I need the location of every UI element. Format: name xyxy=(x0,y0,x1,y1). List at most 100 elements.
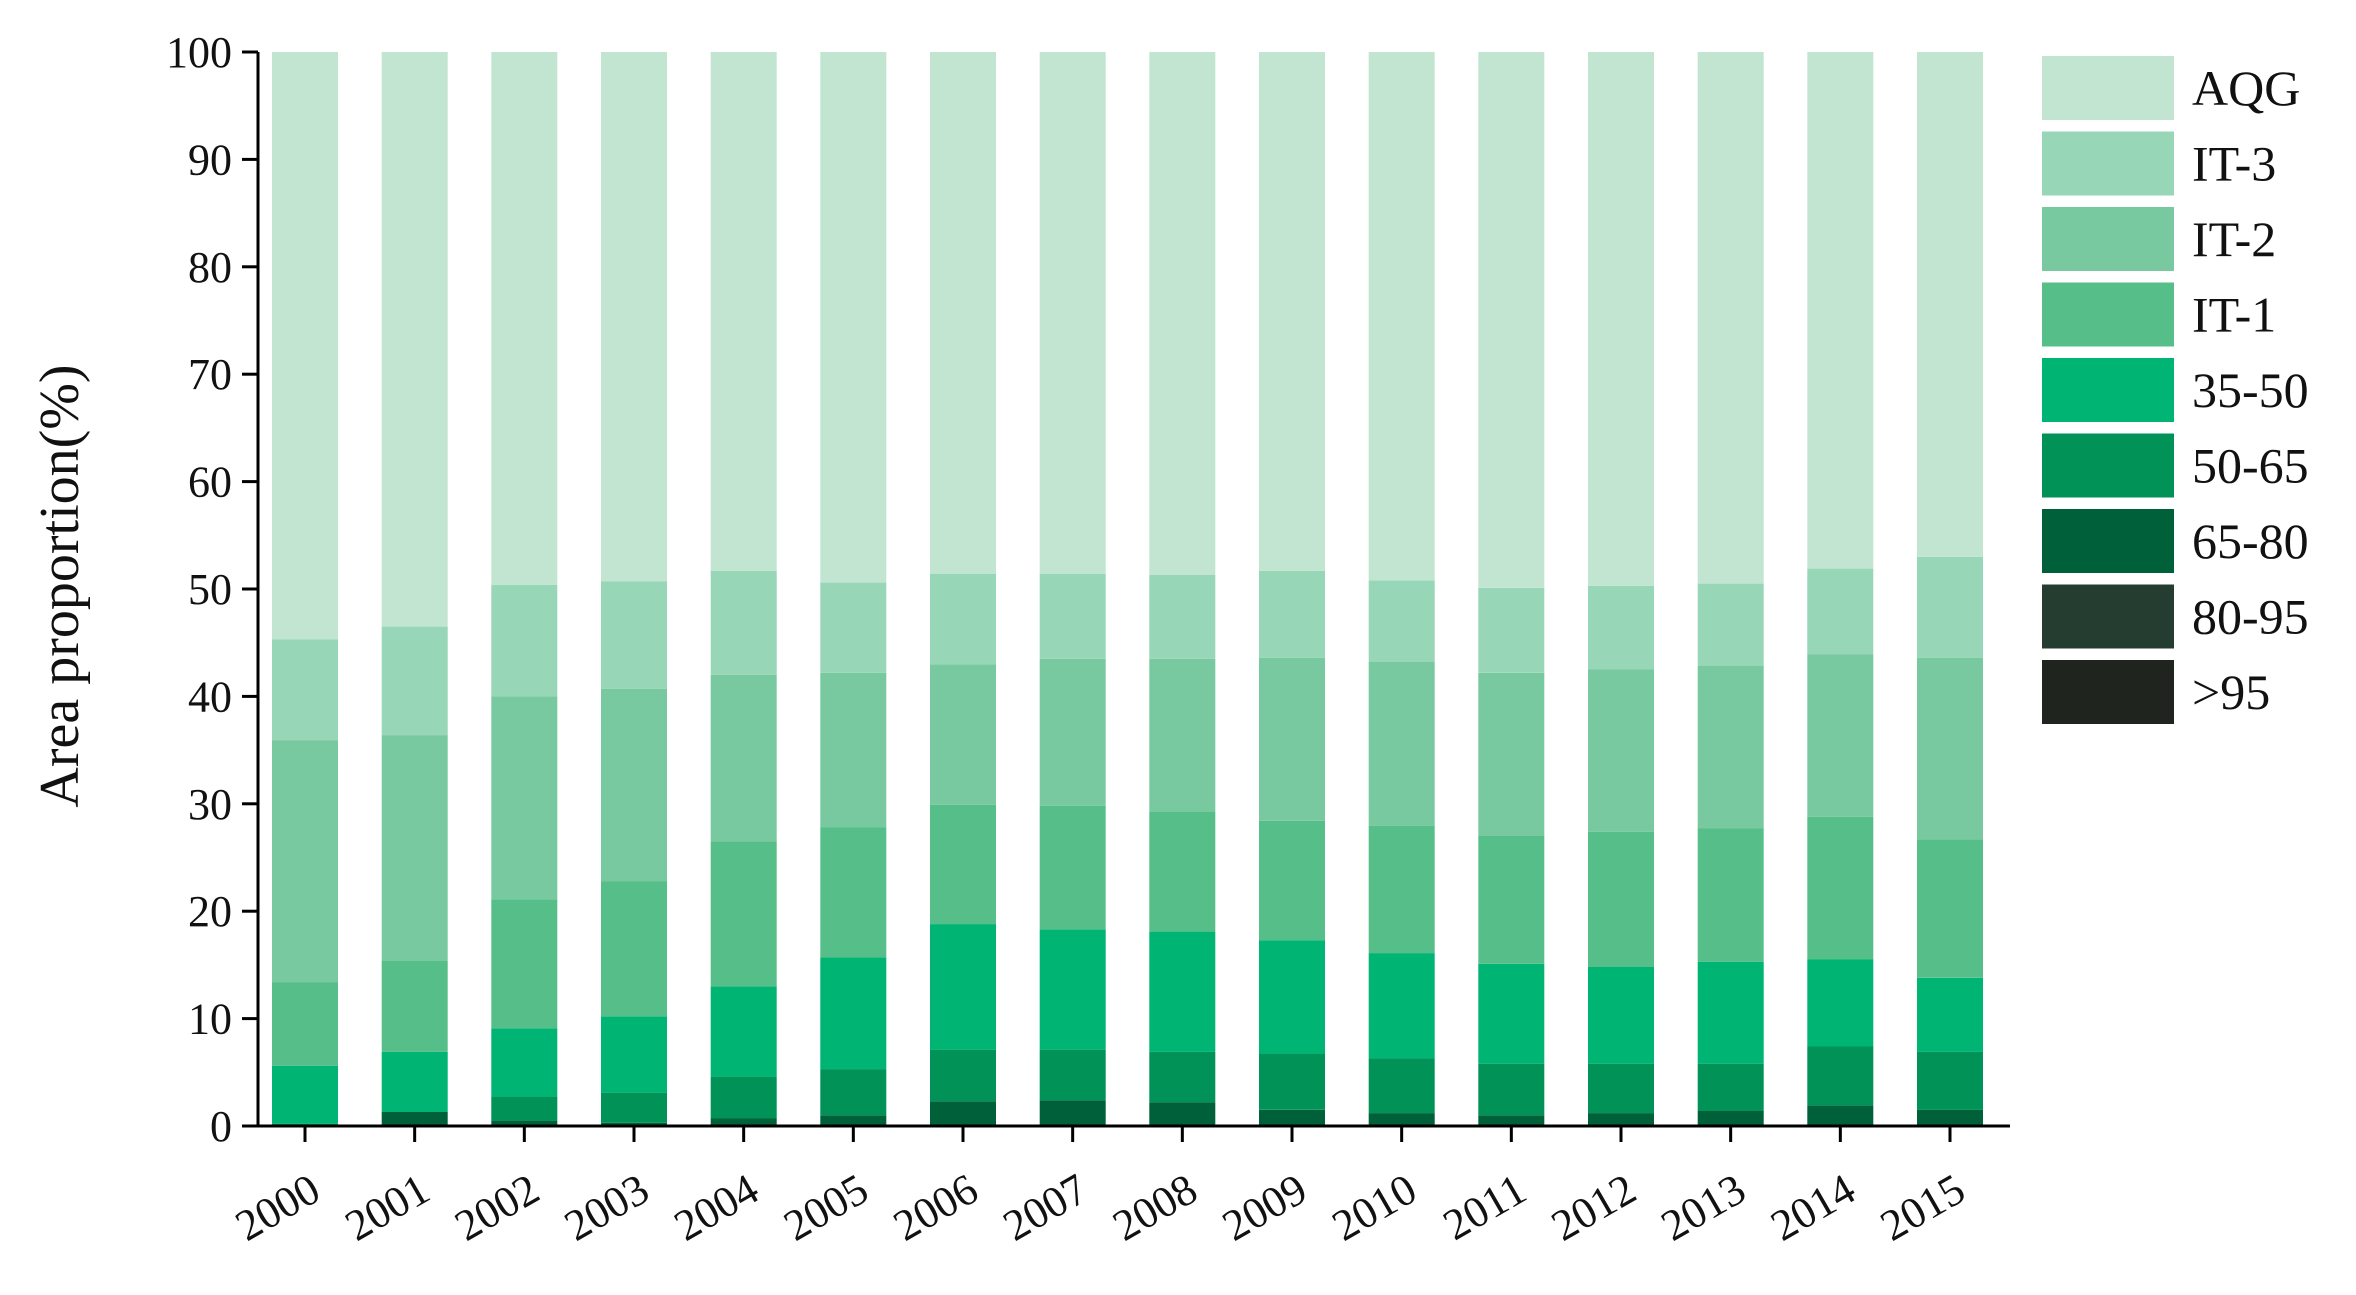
bar-segment-2011-50-65 xyxy=(1478,1063,1545,1116)
bar-segment-2005-35-50 xyxy=(820,957,887,1070)
y-axis-title: Area proportion(%) xyxy=(29,364,91,807)
bar-segment-2014-IT-1 xyxy=(1807,816,1874,960)
legend-swatch-IT-2 xyxy=(2042,207,2174,271)
bar-segment-2003-50-65 xyxy=(601,1092,667,1123)
bar-segment-2001-AQG xyxy=(381,52,448,627)
x-tick-label: 2008 xyxy=(1105,1164,1206,1250)
legend-label->95: >95 xyxy=(2192,664,2270,720)
bar-segment-2013-50-65 xyxy=(1697,1063,1764,1111)
bar-segment-2000-IT-2 xyxy=(272,740,338,983)
bar-segment-2000-IT-3 xyxy=(272,639,338,741)
x-tick-label: 2015 xyxy=(1872,1164,1973,1250)
legend-swatch-50-65 xyxy=(2042,433,2174,498)
bar-segment-2014-65-80 xyxy=(1807,1105,1874,1126)
bar-segment-2008-AQG xyxy=(1149,52,1216,575)
bar-segment-2005-IT-2 xyxy=(820,672,887,828)
legend-swatch-IT-1 xyxy=(2042,282,2174,347)
y-tick-label: 80 xyxy=(188,243,232,292)
x-tick-label: 2002 xyxy=(447,1164,548,1250)
bar-segment-2015-50-65 xyxy=(1917,1051,1983,1110)
bar-segment-2015-35-50 xyxy=(1917,977,1983,1052)
legend-swatch-80-95 xyxy=(2042,584,2174,649)
bar-segment-2012-35-50 xyxy=(1588,967,1654,1064)
bar-segment-2008-65-80 xyxy=(1149,1102,1216,1126)
x-tick-label: 2005 xyxy=(776,1164,877,1250)
x-tick-label: 2013 xyxy=(1653,1164,1754,1250)
bar-segment-2015-65-80 xyxy=(1917,1109,1983,1126)
x-tick-label: 2014 xyxy=(1763,1164,1864,1250)
bar-segment-2011-IT-2 xyxy=(1478,672,1545,836)
bar-segment-2009-65-80 xyxy=(1259,1109,1325,1126)
bar-segment-2007-AQG xyxy=(1039,52,1106,574)
bar-segment-2004-65-80 xyxy=(710,1118,777,1126)
bar-segment-2011-AQG xyxy=(1478,52,1545,588)
bar-segment-2005-IT-1 xyxy=(820,827,887,958)
bar-segment-2000-35-50 xyxy=(272,1065,338,1124)
y-tick-label: 50 xyxy=(188,565,232,614)
bar-segment-2007-IT-1 xyxy=(1039,805,1106,930)
bar-segment-2013-IT-3 xyxy=(1697,583,1764,666)
bar-segment-2015-AQG xyxy=(1917,52,1983,557)
legend-label-35-50: 35-50 xyxy=(2192,362,2309,418)
bar-segment-2002-IT-1 xyxy=(491,899,558,1029)
bar-segment-2002-IT-2 xyxy=(491,696,558,900)
legend-swatch-AQG xyxy=(2042,56,2174,120)
bar-segment-2001-65-80 xyxy=(381,1112,448,1126)
bar-segment-2013-AQG xyxy=(1697,52,1764,584)
bar-segment-2004-35-50 xyxy=(710,986,777,1077)
bar-segment-2007-IT-2 xyxy=(1039,658,1106,806)
x-tick-label: 2011 xyxy=(1435,1164,1534,1250)
bar-segment-2006-IT-1 xyxy=(930,804,996,925)
bar-segment-2006-50-65 xyxy=(930,1049,996,1102)
bar-segment-2009-IT-2 xyxy=(1259,657,1325,821)
bar-segment-2011-65-80 xyxy=(1478,1115,1545,1126)
legend: AQG IT-3 IT-2 IT-1 35-50 50-65 65-80 80-95 >95 xyxy=(2042,56,2309,724)
bar-segment-2009-50-65 xyxy=(1259,1054,1325,1110)
bar-segment-2011-IT-1 xyxy=(1478,836,1545,964)
bar-segment-2003-65-80 xyxy=(601,1122,667,1126)
legend-label-IT-2: IT-2 xyxy=(2192,211,2276,267)
bar-segment-2002-AQG xyxy=(491,52,558,585)
bar-segment-2013-IT-2 xyxy=(1697,665,1764,829)
bar-segment-2003-IT-1 xyxy=(601,881,667,1017)
bar-segment-2010-50-65 xyxy=(1368,1058,1435,1114)
y-tick-label: 100 xyxy=(166,28,232,77)
bar-segment-2005-AQG xyxy=(820,52,887,583)
x-tick-label: 2010 xyxy=(1324,1164,1425,1250)
legend-swatch-35-50 xyxy=(2042,358,2174,422)
legend-label-65-80: 65-80 xyxy=(2192,513,2309,569)
bar-segment-2002-35-50 xyxy=(491,1028,558,1097)
bar-segment-2007-50-65 xyxy=(1039,1049,1106,1101)
bar-segment-2003-IT-2 xyxy=(601,688,667,882)
bar-segment-2004-IT-3 xyxy=(710,570,777,675)
bar-segment-2007-IT-3 xyxy=(1039,574,1106,659)
bar-segment-2005-65-80 xyxy=(820,1115,887,1126)
bar-segment-2000-IT-1 xyxy=(272,982,338,1066)
x-tick-label: 2004 xyxy=(666,1164,767,1250)
legend-swatch-IT-3 xyxy=(2042,131,2174,196)
bar-segment-2010-65-80 xyxy=(1368,1113,1435,1126)
y-tick-label: 60 xyxy=(188,458,232,507)
bar-segment-2007-35-50 xyxy=(1039,929,1106,1050)
bar-segment-2001-IT-1 xyxy=(381,960,448,1052)
bar-segment-2013-65-80 xyxy=(1697,1111,1764,1126)
x-tick-label: 2001 xyxy=(337,1164,438,1250)
bar-segment-2009-IT-1 xyxy=(1259,821,1325,941)
bar-segment-2006-IT-2 xyxy=(930,664,996,805)
bar-segment-2009-AQG xyxy=(1259,52,1325,571)
bar-segment-2014-35-50 xyxy=(1807,959,1874,1047)
bar-segment-2002-65-80 xyxy=(491,1120,558,1126)
bar-segment-2014-50-65 xyxy=(1807,1046,1874,1106)
y-tick-label: 40 xyxy=(188,672,232,721)
bar-segment-2014-IT-3 xyxy=(1807,568,1874,655)
bar-segment-2014-AQG xyxy=(1807,52,1874,569)
bar-segment-2004-AQG xyxy=(710,52,777,571)
legend-label-80-95: 80-95 xyxy=(2192,589,2309,645)
bar-segment-2010-IT-2 xyxy=(1368,662,1435,826)
bar-segment-2015-IT-3 xyxy=(1917,556,1983,658)
y-tick-label: 10 xyxy=(188,995,232,1044)
bar-segment-2004-IT-1 xyxy=(710,841,777,987)
bar-segment-2013-35-50 xyxy=(1697,961,1764,1064)
bar-segment-2012-IT-3 xyxy=(1588,585,1654,670)
bar-segment-2003-AQG xyxy=(601,52,667,582)
